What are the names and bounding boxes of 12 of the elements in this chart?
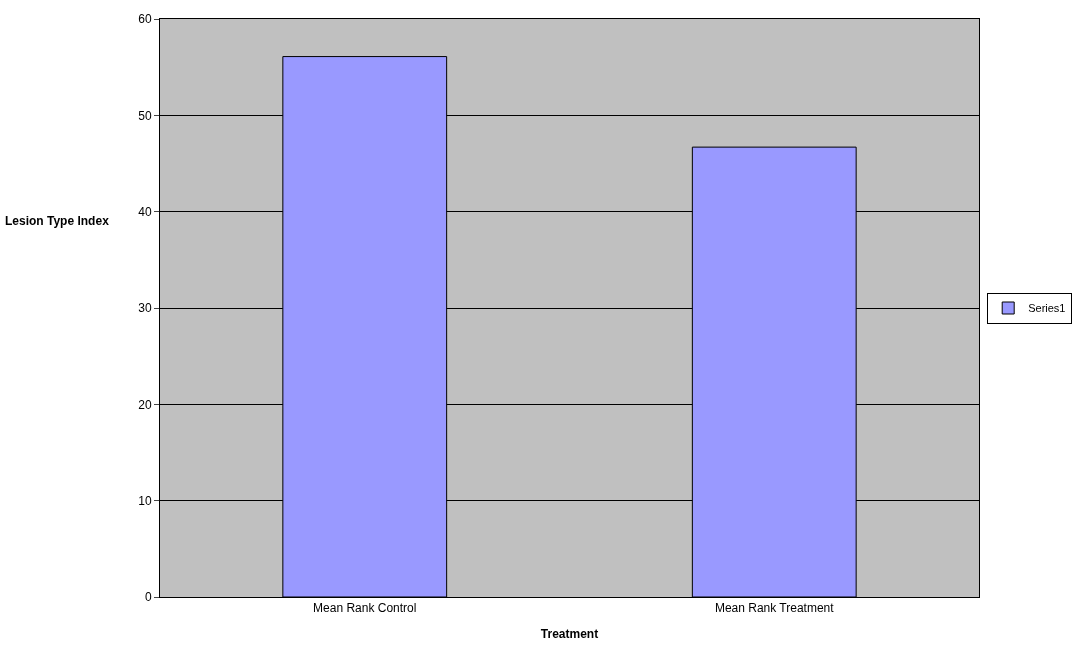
y-axis-title: Lesion Type Index [5,214,110,228]
y-tick-label: 30 [138,301,152,316]
x-tick-label: Mean Rank Treatment [714,601,835,616]
y-tick-label: 10 [138,493,152,508]
y-tick-label: 20 [138,397,152,412]
x-tick-label: Mean Rank Control [313,601,417,616]
legend-label: Series1 [1028,302,1066,315]
y-tick-label: 0 [144,590,152,605]
y-tick-label: 40 [138,204,152,219]
y-tick-label: 50 [138,108,152,123]
x-axis-title: Treatment [540,627,599,642]
y-tick-label: 60 [138,12,152,27]
